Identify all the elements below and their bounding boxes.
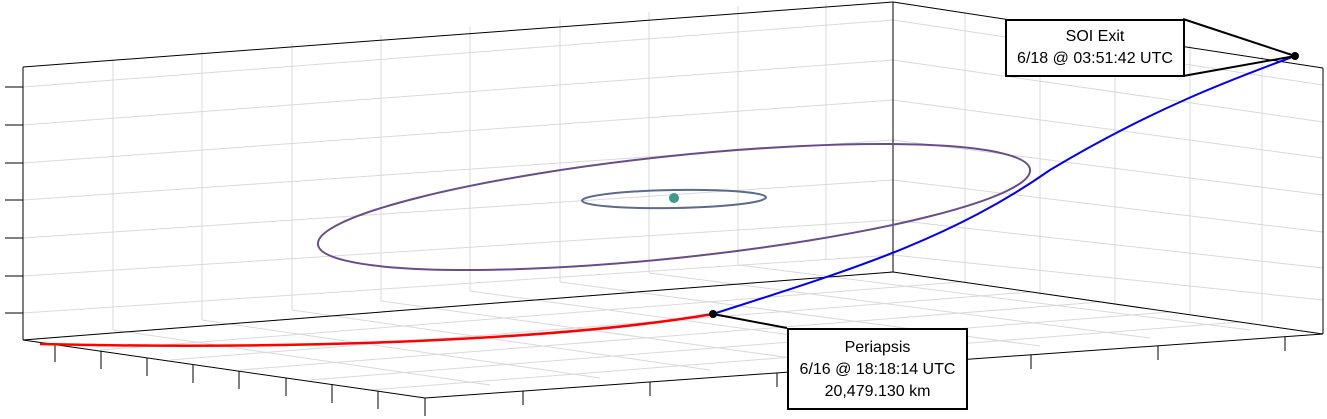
periapsis-altitude: 20,479.130 km [824,383,931,400]
periapsis-title: Periapsis [844,339,911,356]
floor-grid [22,264,1251,391]
soi-exit-title: SOI Exit [1065,28,1125,45]
soi-exit-leader-bottom [1182,55,1296,77]
bottom-left-axis-ticks [54,345,426,416]
central-body [669,193,679,203]
outbound-trajectory [712,55,1296,315]
soi-exit-callout: SOI Exit 6/18 @ 03:51:42 UTC [1005,19,1185,77]
inner-orbit [581,188,767,210]
inbound-trajectory [39,312,714,347]
periapsis-callout: Periapsis 6/16 @ 18:18:14 UTC 20,479.130… [787,328,968,410]
periapsis-leader [712,313,788,329]
back-wall-grid [22,3,894,340]
left-axis-ticks [5,86,23,314]
soi-exit-marker [1291,52,1299,60]
outer-orbit [316,142,1032,272]
periapsis-time: 6/16 @ 18:18:14 UTC [799,361,956,378]
periapsis-marker [709,310,717,318]
soi-exit-leader-top [1182,18,1296,57]
soi-exit-time: 6/18 @ 03:51:42 UTC [1017,50,1173,67]
